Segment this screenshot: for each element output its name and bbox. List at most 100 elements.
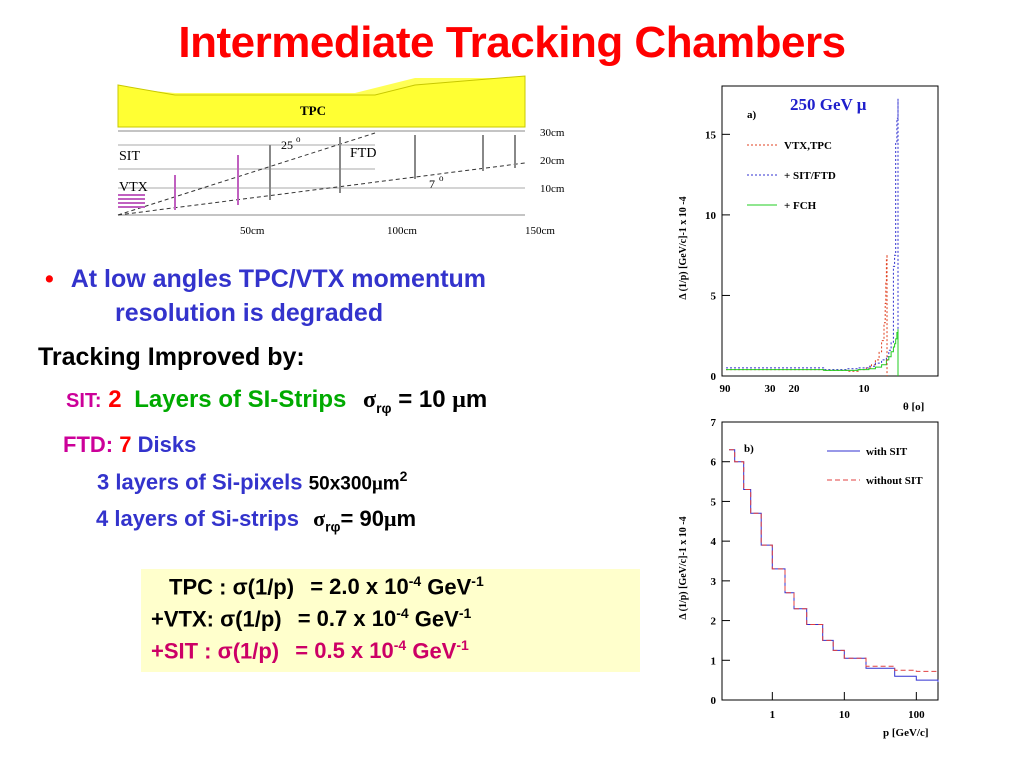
x-tick-label: 20 [789,383,801,395]
z100-label: 100cm [387,225,417,237]
ftd-row-label: FTD: [63,432,114,457]
res-label: TPC : [169,574,227,600]
resolution-line-vtx: +VTX: σ(1/p) = 0.7 x 10-4 GeV-1 [151,605,471,632]
legend-label: VTX,TPC [784,140,832,152]
sit-row-value: = 10 [398,386,453,413]
res-unit: GeV [427,574,472,600]
res-exp: -4 [396,605,409,621]
resolution-line-sit: +SIT : σ(1/p) = 0.5 x 10-4 GeV-1 [151,637,469,664]
bullet-point: • At low angles TPC/VTX momentum resolut… [45,262,486,330]
pixels-row: 3 layers of Si-pixels 50x300μm2 [97,468,407,495]
pixels-row-exp: 2 [399,468,408,484]
pixels-row-text: 3 layers of Si-pixels [97,469,303,495]
res-label: +VTX: [151,606,214,632]
pixels-row-mu: μ [371,473,383,495]
slide-title: Intermediate Tracking Chambers [178,18,846,67]
x-tick-label: 90 [720,383,732,395]
y-tick-label: 5 [711,290,717,302]
vtx-label: VTX [119,180,148,195]
x-tick-label: 10 [839,709,851,721]
series-line [726,255,888,372]
x-tick-label: 1 [770,709,776,721]
legend-label: + SIT/FTD [784,170,836,182]
y-tick-label: 0 [711,695,717,707]
sit-row-count: 2 [108,386,122,413]
r30-label: 30cm [540,127,565,139]
sit-label: SIT [119,149,140,164]
ftd-row-text: Disks [137,432,197,457]
angle-7-label: 7 [429,177,435,191]
bullet-line-2: resolution is degraded [115,299,384,327]
series-line [729,449,938,672]
bullet-mark: • [45,265,54,293]
strips-row-text: 4 layers of Si-strips [96,506,299,531]
sit-row-unit: m [465,386,488,413]
sit-row-mu: μ [452,387,466,413]
legend-label: + FCH [784,200,817,212]
sit-row-text: Layers of SI-Strips [134,386,347,413]
y-tick-label: 3 [711,576,717,588]
res-uexp: -1 [456,637,469,653]
strips-row: 4 layers of Si-strips σrφ= 90μm [96,506,416,534]
ftd-row-count: 7 [119,432,132,457]
z150-label: 150cm [525,225,555,237]
y-tick-label: 5 [711,496,717,508]
res-expr: σ(1/p) [217,638,280,664]
sit-row-label: SIT: [66,390,102,412]
x-tick-label: 100 [908,709,925,721]
y-axis-label: Δ (1/p) [GeV/c]-1 x 10 -4 [678,196,689,299]
res-exp: -4 [393,637,407,653]
y-tick-label: 0 [711,371,717,383]
y-tick-label: 2 [711,616,717,628]
sit-row: SIT: 2 Layers of SI-Strips σrφ = 10 μm [66,386,487,416]
res-label: +SIT : [151,638,212,664]
legend-label: with SIT [866,446,908,458]
strips-row-value: = 90 [340,506,384,531]
panel-label: b) [744,443,754,455]
y-tick-label: 6 [711,457,717,469]
r20-label: 20cm [540,155,565,167]
res-exp: -4 [408,573,422,589]
y-tick-label: 15 [705,129,717,141]
angle-25-deg: o [296,134,301,144]
pixels-row-unit: m [382,473,400,495]
tpc-band [117,75,526,128]
strips-row-mu: μ [383,506,397,531]
y-tick-label: 4 [711,536,717,548]
pixels-row-size: 50x300 [308,473,372,495]
strips-row-sub: rφ [325,518,341,535]
y-tick-label: 10 [705,210,717,222]
res-expr: σ(1/p) [232,574,295,600]
angle-7-deg: o [439,173,444,183]
y-tick-label: 7 [711,418,717,429]
x-tick-label: 10 [859,383,871,395]
res-value: = 0.5 x 10 [295,638,394,664]
res-uexp: -1 [458,605,472,621]
res-expr: σ(1/p) [220,606,282,632]
chart-b: 0 1 2 3 4 5 6 7 1 10 100 Δ (1/p) [GeV/c]-1 x 10 -4 p… [678,418,939,739]
strips-row-sigma: σ [313,506,326,531]
bullet-line-1: At low angles TPC/VTX momentum [70,265,487,293]
tpc-label: TPC [300,103,326,118]
z50-label: 50cm [240,225,265,237]
angle-25-line [117,132,376,216]
legend-label: without SIT [866,475,923,487]
angle-25-label: 25 [281,138,293,152]
plot-frame [721,85,939,377]
ftd-label: FTD [350,146,376,161]
annotation: 250 GeV μ [790,95,867,114]
ftd-row: FTD: 7 Disks [63,432,196,458]
plot-frame [721,421,939,701]
resolution-line-tpc: TPC : σ(1/p) = 2.0 x 10-4 GeV-1 [169,573,484,600]
r10-label: 10cm [540,183,565,195]
series-line [726,329,899,371]
resolution-box: TPC : σ(1/p) = 2.0 x 10-4 GeV-1 +VTX: σ(… [141,569,640,672]
y-axis-label: Δ (1/p) [GeV/c]-1 x 10 -4 [678,516,689,619]
res-value: = 2.0 x 10 [310,574,409,600]
res-value: = 0.7 x 10 [297,606,397,632]
sit-row-sub: rφ [376,399,392,416]
res-uexp: -1 [471,573,484,589]
res-unit: GeV [412,638,457,664]
strips-row-unit: m [396,506,417,531]
improved-heading: Tracking Improved by: [38,343,305,371]
